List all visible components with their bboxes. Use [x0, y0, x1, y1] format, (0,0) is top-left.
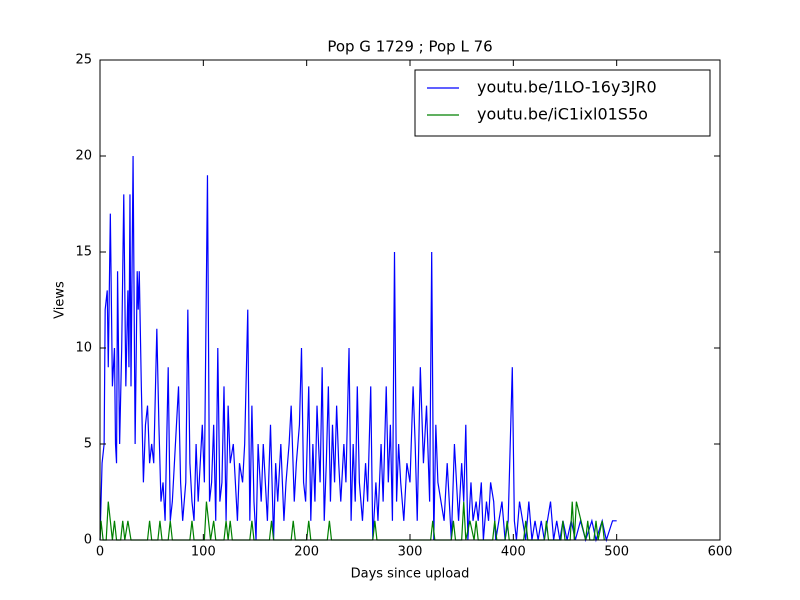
y-tick-label: 5 [84, 437, 92, 452]
x-tick-label: 300 [398, 545, 423, 560]
x-axis-label: Days since upload [351, 567, 470, 582]
legend-box [414, 69, 711, 137]
y-axis-label: Views [53, 281, 68, 319]
x-tick-label: 200 [294, 545, 319, 560]
x-tick-label: 600 [708, 545, 733, 560]
legend-label: youtu.be/iC1ixl01S5o [477, 105, 648, 124]
legend-label: youtu.be/1LO-16y3JR0 [477, 78, 657, 97]
x-tick-label: 400 [501, 545, 526, 560]
chart-title: Pop G 1729 ; Pop L 76 [327, 38, 492, 56]
y-tick-label: 20 [75, 149, 92, 164]
y-tick-label: 0 [84, 533, 92, 548]
x-tick-label: 500 [604, 545, 629, 560]
x-tick-label: 100 [191, 545, 216, 560]
y-tick-label: 15 [75, 245, 92, 260]
plot-area: 0 100 200 300 400 500 600 0 5 10 15 20 25 youtu.be/1L… [75, 53, 732, 560]
data-line [99, 155, 617, 543]
y-tick-label: 25 [75, 53, 92, 68]
data-line [99, 501, 605, 541]
x-tick-label: 0 [96, 545, 104, 560]
y-tick-label: 10 [75, 341, 92, 356]
